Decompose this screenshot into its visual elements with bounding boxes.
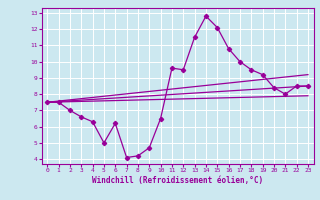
X-axis label: Windchill (Refroidissement éolien,°C): Windchill (Refroidissement éolien,°C) xyxy=(92,176,263,185)
